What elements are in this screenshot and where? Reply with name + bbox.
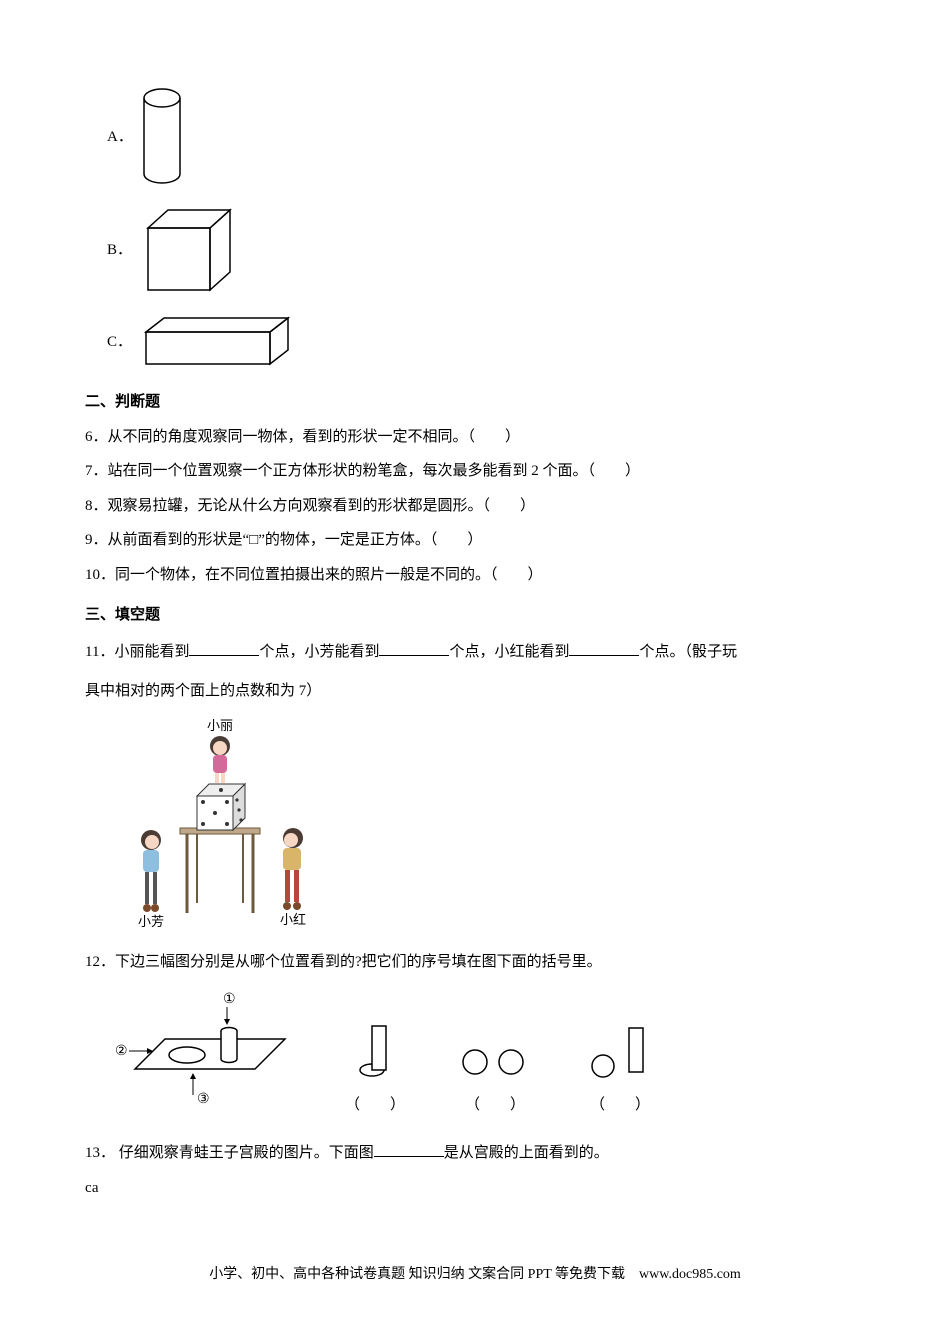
q11-post: 个点。（骰子玩 — [639, 644, 737, 660]
section-2-title: 二、判断题 — [85, 388, 865, 417]
blank — [379, 640, 449, 656]
q12-view-2: （ ） — [455, 1020, 535, 1119]
option-a-label: A． — [107, 123, 133, 152]
question-10: 10．同一个物体，在不同位置拍摄出来的照片一般是不同的。（ ） — [85, 561, 865, 590]
q12-paren-3: （ ） — [585, 1091, 655, 1120]
q11-mid1: 个点，小芳能看到 — [259, 644, 379, 660]
question-6: 6．从不同的角度观察同一物体，看到的形状一定不相同。（ ） — [85, 423, 865, 452]
question-8: 8．观察易拉罐，无论从什么方向观察看到的形状都是圆形。（ ） — [85, 492, 865, 521]
section-3-title: 三、填空题 — [85, 601, 865, 630]
q12-paren-1: （ ） — [345, 1091, 405, 1120]
q13-pre: 13． 仔细观察青蛙王子宫殿的图片。下面图 — [85, 1145, 374, 1161]
dice-li-label: 小丽 — [207, 718, 233, 733]
option-b-row: B． — [107, 204, 865, 296]
q12-n2: ② — [115, 1044, 128, 1059]
question-7: 7．站在同一个位置观察一个正方体形状的粉笔盒，每次最多能看到 2 个面。（ ） — [85, 457, 865, 486]
q11-mid2: 个点，小红能看到 — [449, 644, 569, 660]
dice-fang-label: 小芳 — [138, 914, 164, 928]
question-11-line2: 具中相对的两个面上的点数和为 7） — [85, 675, 865, 708]
blank — [374, 1141, 444, 1157]
question-13: 13． 仔细观察青蛙王子宫殿的图片。下面图 是从宫殿的上面看到的。 — [85, 1139, 865, 1168]
q12-main: ① ② ③ — [115, 989, 295, 1120]
option-c-label: C． — [107, 328, 132, 357]
q12-n1: ① — [223, 992, 236, 1007]
option-c-row: C． — [107, 314, 865, 370]
cube-icon — [140, 204, 240, 296]
dice-figure: 小丽 小芳 小红 — [125, 718, 865, 939]
page-footer: 小学、初中、高中各种试卷真题 知识归纳 文案合同 PPT 等免费下载 www.d… — [85, 1262, 865, 1289]
q12-paren-2: （ ） — [455, 1091, 535, 1120]
cuboid-icon — [140, 314, 300, 370]
q11-pre: 11．小丽能看到 — [85, 644, 189, 660]
q13-post: 是从宫殿的上面看到的。 — [444, 1145, 609, 1161]
option-a-row: A． — [107, 88, 865, 186]
q12-view-1: （ ） — [345, 1020, 405, 1119]
option-b-label: B． — [107, 236, 132, 265]
blank — [569, 640, 639, 656]
dice-hong-label: 小红 — [280, 912, 306, 927]
q12-view-3: （ ） — [585, 1020, 655, 1119]
question-12: 12．下边三幅图分别是从哪个位置看到的?把它们的序号填在图下面的括号里。 — [85, 948, 865, 977]
question-11: 11．小丽能看到 个点，小芳能看到 个点，小红能看到 个点。（骰子玩 — [85, 636, 865, 669]
q12-figure: ① ② ③ （ ） （ ） （ ） — [115, 989, 865, 1120]
cylinder-icon — [141, 88, 183, 186]
blank — [189, 640, 259, 656]
question-9: 9．从前面看到的形状是“□”的物体，一定是正方体。（ ） — [85, 526, 865, 555]
q12-n3: ③ — [197, 1092, 210, 1107]
